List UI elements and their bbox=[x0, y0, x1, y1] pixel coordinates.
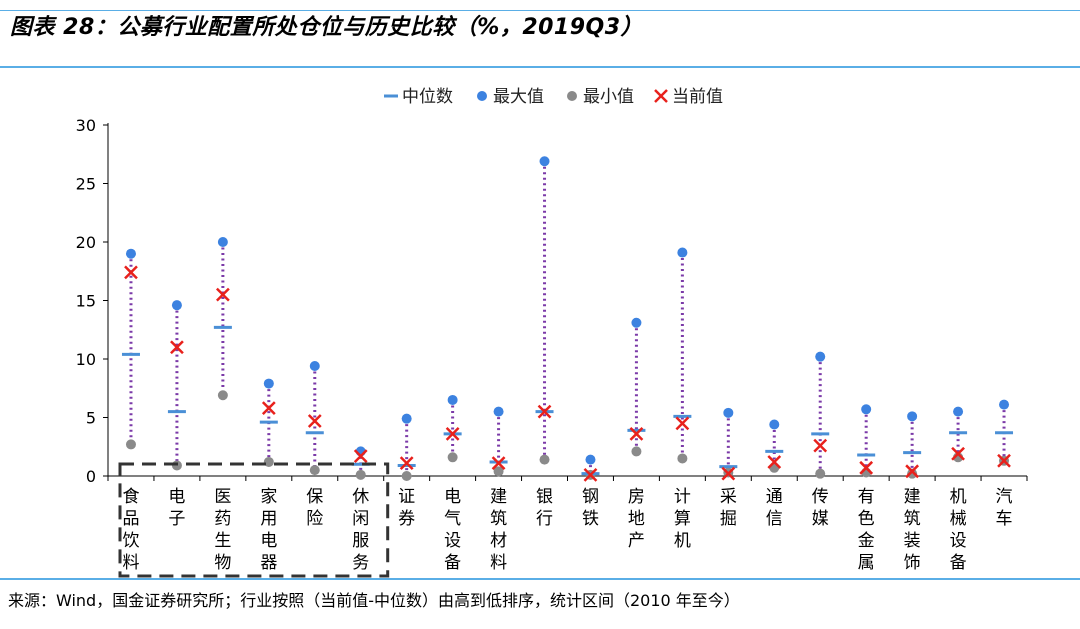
category-label: 汽车 bbox=[996, 487, 1013, 529]
max-point bbox=[447, 394, 458, 405]
max-point bbox=[493, 406, 504, 417]
legend-label: 当前值 bbox=[672, 87, 723, 107]
current-point bbox=[399, 456, 414, 471]
chart: 0 5 10 15 20 25 30 食品饮料 电子 医药生物 家用电器 保险 休闲服务 证券 电气设备 建筑… bbox=[76, 87, 1028, 578]
current-point bbox=[859, 460, 874, 475]
legend-label: 最大值 bbox=[493, 87, 544, 107]
max-point bbox=[953, 406, 964, 417]
current-point bbox=[491, 456, 506, 471]
category-label: 电气设备 bbox=[444, 487, 461, 573]
min-point bbox=[447, 452, 458, 463]
y-tick-label: 15 bbox=[76, 292, 96, 311]
category-label: 有色金属 bbox=[858, 487, 875, 573]
min-point bbox=[401, 471, 412, 481]
current-point bbox=[997, 453, 1011, 468]
max-point bbox=[723, 407, 734, 418]
top-rule bbox=[0, 10, 1080, 11]
y-tick-label: 0 bbox=[86, 467, 96, 486]
min-point bbox=[677, 453, 688, 464]
min-point bbox=[355, 469, 366, 480]
max-point bbox=[677, 247, 688, 258]
current-point bbox=[813, 438, 828, 453]
category-label: 计算机 bbox=[674, 487, 691, 551]
category-label: 传媒 bbox=[812, 487, 829, 529]
min-point bbox=[907, 468, 918, 479]
y-tick-label: 30 bbox=[76, 116, 96, 135]
current-point bbox=[583, 467, 598, 482]
legend-label: 中位数 bbox=[402, 87, 453, 107]
bottom-rule bbox=[0, 578, 1080, 580]
min-point bbox=[217, 390, 228, 401]
current-point bbox=[537, 404, 552, 419]
min-point bbox=[309, 465, 320, 476]
current-point bbox=[951, 446, 965, 461]
current-point bbox=[261, 401, 276, 416]
min-point bbox=[263, 456, 274, 467]
max-point bbox=[401, 413, 412, 424]
max-point bbox=[861, 404, 872, 415]
y-tick-label: 20 bbox=[76, 233, 96, 252]
category-label: 采掘 bbox=[720, 487, 737, 529]
max-point bbox=[769, 419, 780, 430]
min-point bbox=[125, 439, 136, 450]
max-point bbox=[907, 411, 918, 422]
current-point bbox=[629, 426, 644, 441]
category-label: 家用电器 bbox=[260, 487, 277, 573]
category-label: 食品饮料 bbox=[122, 487, 139, 573]
current-point bbox=[767, 455, 782, 469]
legend-current-marker bbox=[654, 89, 668, 103]
max-point bbox=[171, 300, 182, 311]
min-point bbox=[631, 446, 642, 457]
max-point bbox=[631, 317, 642, 328]
y-tick-label: 25 bbox=[76, 175, 96, 194]
title-rule bbox=[0, 66, 1080, 68]
legend-max-marker bbox=[477, 91, 487, 101]
current-point bbox=[721, 466, 736, 481]
current-point bbox=[675, 416, 690, 431]
y-tick-label: 5 bbox=[86, 409, 96, 428]
category-label: 证券 bbox=[398, 487, 415, 529]
category-label: 建筑材料 bbox=[490, 487, 507, 573]
max-point bbox=[309, 361, 320, 372]
current-point bbox=[307, 414, 322, 428]
max-point bbox=[999, 399, 1010, 410]
category-label: 医药生物 bbox=[214, 487, 231, 573]
max-point bbox=[539, 156, 550, 167]
max-point bbox=[815, 351, 826, 362]
y-tick-label: 10 bbox=[76, 350, 96, 369]
source-note: 来源：Wind，国金证券研究所；行业按照（当前值-中位数）由高到低排序，统计区间… bbox=[8, 591, 740, 610]
current-point bbox=[124, 265, 138, 280]
min-point bbox=[539, 454, 550, 465]
legend-min-marker bbox=[567, 91, 577, 101]
max-point bbox=[217, 237, 228, 247]
highlight-box bbox=[118, 462, 390, 578]
category-label: 钢铁 bbox=[582, 487, 599, 529]
category-label: 电子 bbox=[168, 487, 185, 529]
figure-title: 图表 28：公募行业配置所处仓位与历史比较（%，2019Q3） bbox=[10, 15, 644, 40]
min-point bbox=[815, 468, 826, 479]
current-point bbox=[445, 426, 460, 441]
category-label: 银行 bbox=[536, 487, 553, 529]
current-point bbox=[215, 287, 230, 302]
legend-label: 最小值 bbox=[583, 87, 634, 107]
category-label: 保险 bbox=[306, 487, 323, 529]
min-point bbox=[493, 466, 504, 477]
category-label: 建筑装饰 bbox=[904, 487, 921, 573]
category-label: 机械设备 bbox=[950, 487, 967, 573]
max-point bbox=[125, 248, 136, 259]
current-point bbox=[170, 340, 184, 355]
current-point bbox=[353, 449, 368, 463]
category-label: 休闲服务 bbox=[352, 487, 369, 573]
category-label: 房地产 bbox=[628, 487, 645, 551]
max-point bbox=[585, 454, 596, 465]
current-point bbox=[905, 464, 920, 479]
max-point bbox=[263, 378, 274, 389]
category-label: 通信 bbox=[766, 487, 783, 529]
